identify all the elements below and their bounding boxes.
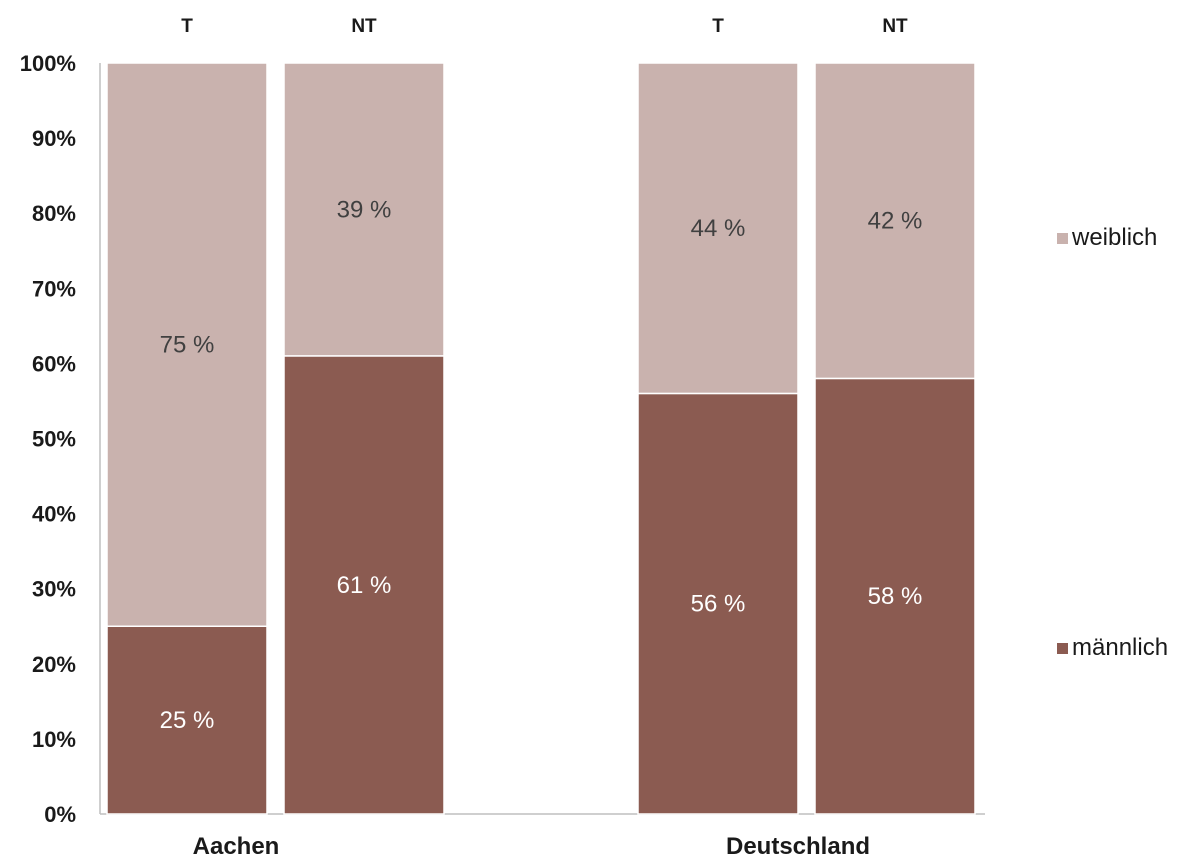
- y-tick-label: 20%: [32, 652, 76, 677]
- y-tick-label: 40%: [32, 502, 76, 527]
- bar-segment-maennlich: [637, 392, 799, 815]
- legend-swatch: [1057, 643, 1068, 654]
- x-category-label: Deutschland: [726, 833, 870, 860]
- y-tick-label: 90%: [32, 126, 76, 151]
- legend-label: männlich: [1072, 634, 1168, 661]
- data-label: 56 %: [691, 591, 746, 618]
- bar-segment-maennlich: [283, 355, 445, 815]
- y-tick-label: 0%: [44, 802, 76, 827]
- bar-segment-weiblich: [283, 62, 445, 357]
- bar-top-label: T: [712, 16, 724, 37]
- bar-segment-maennlich: [106, 625, 268, 815]
- y-tick-label: 80%: [32, 201, 76, 226]
- data-label: 61 %: [337, 572, 392, 599]
- bar-segment-maennlich: [814, 377, 976, 815]
- data-label: 39 %: [337, 196, 392, 223]
- data-label: 25 %: [160, 707, 215, 734]
- data-label: 42 %: [868, 208, 923, 235]
- bar-segment-weiblich: [814, 62, 976, 380]
- data-label: 58 %: [868, 583, 923, 610]
- legend-swatch: [1057, 233, 1068, 244]
- bar-segment-weiblich: [106, 62, 268, 627]
- y-tick-label: 60%: [32, 351, 76, 376]
- y-tick-label: 50%: [32, 427, 76, 452]
- legend-label: weiblich: [1071, 224, 1157, 251]
- y-tick-label: 100%: [20, 51, 76, 76]
- bar-top-label: NT: [351, 16, 377, 37]
- data-label: 44 %: [691, 215, 746, 242]
- y-tick-label: 70%: [32, 276, 76, 301]
- y-tick-label: 30%: [32, 577, 76, 602]
- bar-top-label: T: [181, 16, 193, 37]
- y-tick-label: 10%: [32, 727, 76, 752]
- bar-segment-weiblich: [637, 62, 799, 395]
- data-label: 75 %: [160, 332, 215, 359]
- bar-top-label: NT: [882, 16, 908, 37]
- x-category-label: Aachen: [193, 833, 280, 860]
